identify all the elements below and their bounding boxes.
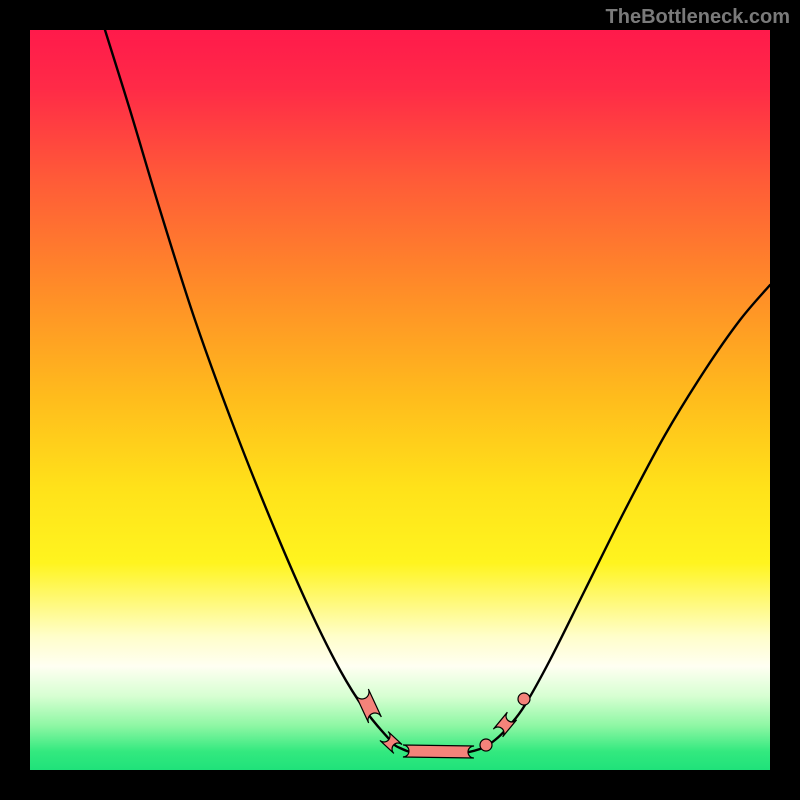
- marker-circle: [518, 693, 530, 705]
- marker-circle: [480, 739, 492, 751]
- plot-area: [30, 30, 770, 770]
- chart-container: TheBottleneck.com: [0, 0, 800, 800]
- marker-capsule: [403, 745, 474, 758]
- bottleneck-chart: [0, 0, 800, 800]
- attribution-label: TheBottleneck.com: [606, 6, 790, 29]
